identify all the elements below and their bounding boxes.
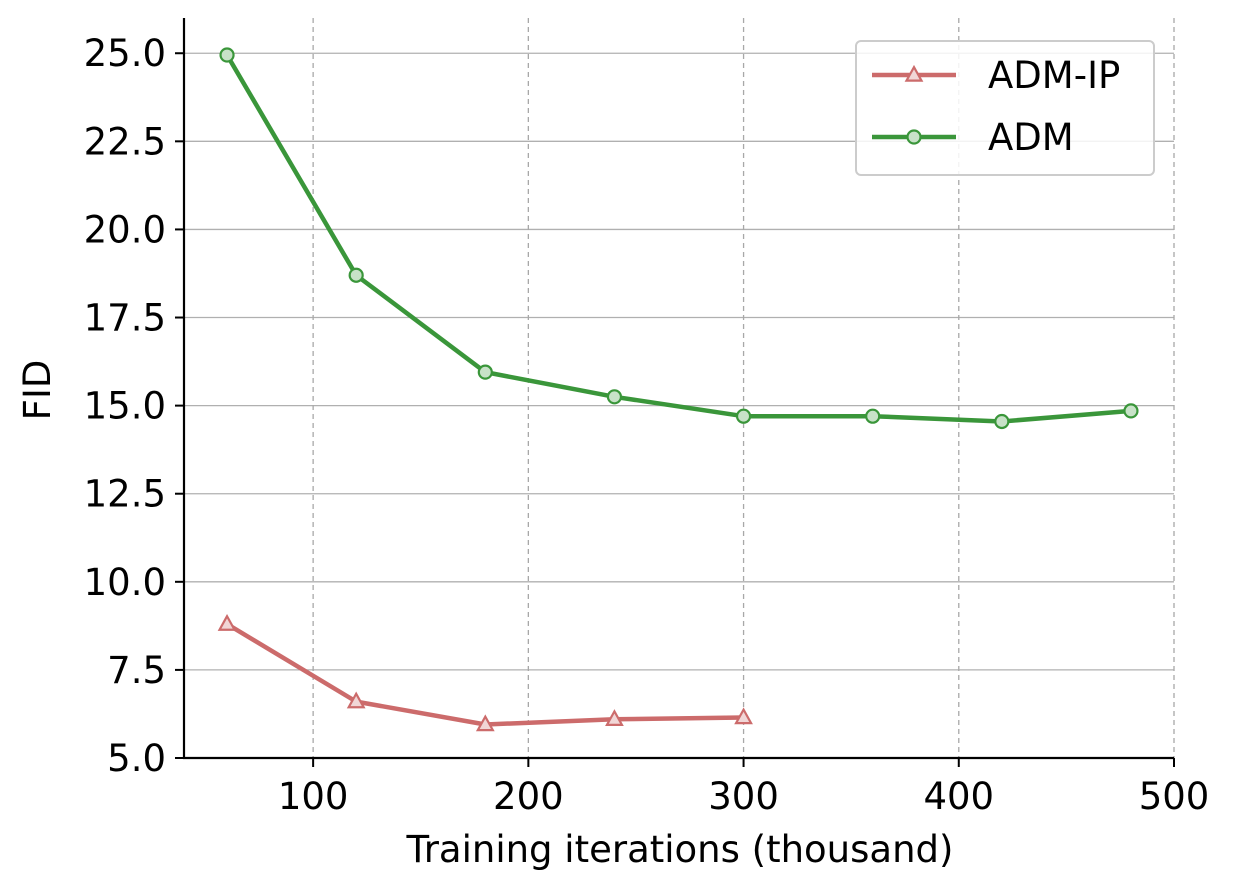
legend-label-adm-ip: ADM-IP	[988, 54, 1120, 97]
legend: ADM-IP ADM	[855, 40, 1155, 176]
y-tick-label: 7.5	[107, 649, 166, 692]
y-tick-label: 20.0	[84, 208, 166, 251]
legend-marker-adm	[906, 129, 922, 145]
x-tick-label: 400	[923, 775, 994, 818]
y-tick-label: 5.0	[107, 737, 166, 780]
y-tick-label: 10.0	[84, 561, 166, 604]
ticks-layer: 5.0 7.5 10.0 12.5 15.0 17.5 20.0 22.5 25.0 100 200…	[84, 32, 1210, 818]
data-point-adm	[865, 408, 881, 424]
series-line-adm	[224, 52, 1134, 424]
x-tick-label: 300	[708, 775, 779, 818]
data-point-adm	[1123, 403, 1139, 419]
data-point-adm-ip	[734, 707, 753, 725]
x-axis-title: Training iterations (thousand)	[406, 828, 954, 871]
series-layer	[217, 47, 1139, 732]
x-tick-label: 200	[493, 775, 564, 818]
legend-label-adm: ADM	[988, 116, 1074, 159]
data-point-adm	[735, 408, 752, 424]
y-tick-label: 17.5	[84, 297, 166, 340]
data-point-adm-ip	[217, 613, 237, 631]
data-point-adm	[477, 364, 493, 380]
y-tick-label: 25.0	[84, 32, 166, 75]
series-line-adm-ip	[224, 621, 746, 727]
data-point-adm	[219, 47, 235, 63]
data-point-adm	[606, 389, 623, 405]
data-point-adm-ip	[475, 714, 495, 732]
y-tick-label: 15.0	[84, 385, 166, 428]
y-tick-label: 12.5	[84, 473, 166, 516]
data-point-adm	[994, 413, 1010, 430]
data-point-adm	[348, 267, 364, 283]
data-point-adm-ip	[346, 691, 366, 709]
x-tick-label: 500	[1139, 775, 1210, 818]
y-axis-title: FID	[16, 360, 59, 421]
legend-marker-adm-ip	[904, 64, 924, 82]
y-tick-label: 22.5	[84, 120, 166, 163]
x-tick-label: 100	[278, 775, 349, 818]
data-point-adm-ip	[605, 709, 624, 726]
